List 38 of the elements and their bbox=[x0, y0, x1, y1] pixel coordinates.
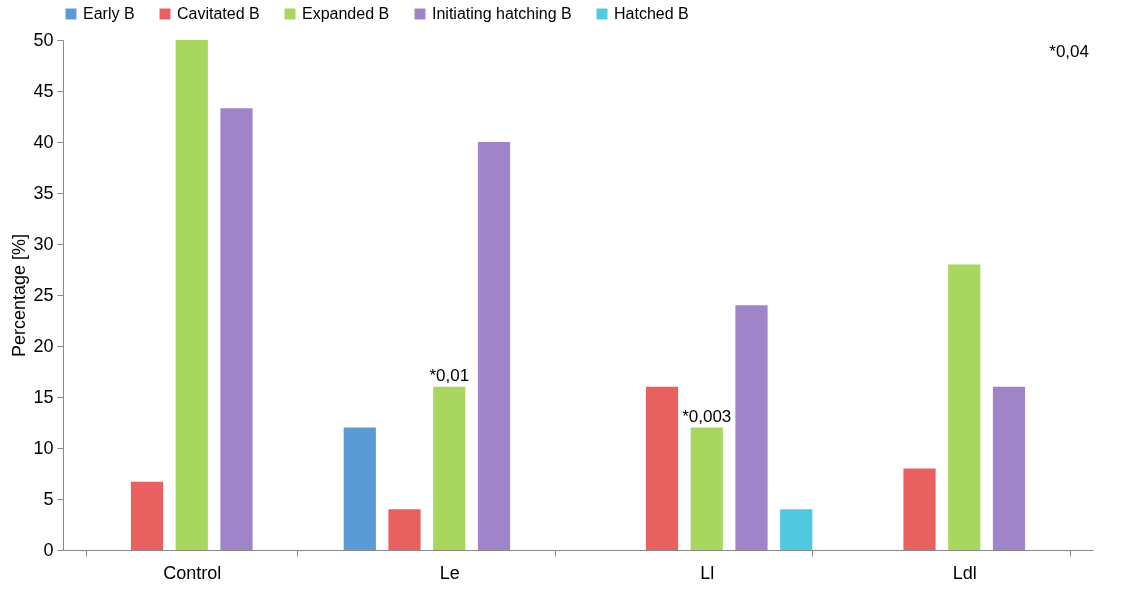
y-tick-label: 20 bbox=[33, 335, 54, 356]
legend-label: Expanded B bbox=[302, 5, 390, 22]
bar bbox=[992, 386, 1026, 550]
bar bbox=[903, 468, 936, 550]
y-tick-label: 25 bbox=[33, 284, 54, 305]
bar bbox=[477, 142, 511, 550]
bar bbox=[948, 264, 981, 550]
annotation: *0,01 bbox=[429, 365, 470, 385]
bar bbox=[175, 40, 208, 550]
legend-label: Cavitated B bbox=[177, 5, 260, 22]
y-tick-label: 0 bbox=[43, 539, 54, 560]
y-tick-label: 15 bbox=[33, 386, 54, 407]
y-axis-title: Percentage [%] bbox=[9, 233, 30, 358]
x-tick-label: Ll bbox=[700, 562, 715, 583]
bar bbox=[780, 509, 813, 550]
x-tick-label: Control bbox=[163, 562, 222, 583]
bar bbox=[130, 481, 164, 550]
y-tick-label: 30 bbox=[33, 233, 54, 254]
legend-label: Hatched B bbox=[614, 5, 689, 22]
bar bbox=[735, 305, 768, 550]
bar bbox=[343, 427, 376, 550]
annotation: *0,04 bbox=[1049, 42, 1089, 61]
y-tick-label: 50 bbox=[33, 29, 54, 50]
legend-label: Early B bbox=[83, 5, 135, 22]
y-tick-label: 35 bbox=[33, 182, 54, 203]
annotation: *0,003 bbox=[682, 406, 732, 426]
y-tick-label: 5 bbox=[43, 488, 54, 509]
x-tick-label: Ldl bbox=[952, 562, 977, 583]
bar bbox=[433, 386, 466, 550]
bar bbox=[645, 386, 679, 550]
bar bbox=[690, 427, 723, 550]
y-tick-label: 10 bbox=[33, 437, 54, 458]
legend-label: Initiating hatching B bbox=[432, 5, 572, 22]
bar bbox=[388, 509, 421, 550]
bar bbox=[220, 108, 253, 550]
x-tick-label: Le bbox=[439, 562, 460, 583]
y-tick-label: 45 bbox=[33, 80, 54, 101]
y-tick-label: 40 bbox=[33, 131, 54, 152]
